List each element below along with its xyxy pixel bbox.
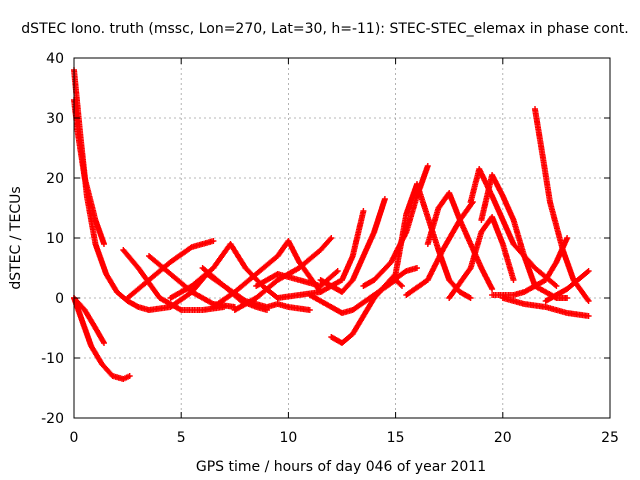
x-tick-label: 20	[494, 430, 512, 446]
series-markers	[478, 172, 571, 301]
chart-title: dSTEC Iono. truth (mssc, Lon=270, Lat=30…	[21, 21, 628, 37]
data-series	[478, 172, 571, 301]
series-markers	[231, 235, 335, 313]
data-series	[231, 235, 335, 313]
data-series	[120, 247, 228, 313]
plot-frame	[73, 57, 611, 419]
series-markers	[542, 268, 592, 304]
data-series	[446, 214, 517, 301]
axis-ticks: 0 5 10 15 20 25 -20 -10 0 10 20 30 40	[41, 51, 619, 446]
x-axis-label: GPS time / hours of day 046 of year 2011	[196, 459, 486, 475]
data-series	[317, 196, 388, 295]
y-tick-label: 40	[46, 51, 64, 67]
data-series	[274, 208, 367, 301]
x-tick-label: 25	[601, 430, 619, 446]
data-series	[210, 238, 324, 310]
y-tick-label: 30	[46, 111, 64, 127]
data-series	[542, 268, 592, 304]
grid	[74, 58, 610, 418]
x-tick-label: 10	[279, 430, 297, 446]
series-markers	[210, 238, 324, 310]
y-tick-label: 0	[55, 291, 64, 307]
x-tick-label: 0	[70, 430, 79, 446]
series-markers	[317, 196, 388, 295]
series-markers	[446, 214, 517, 301]
y-tick-label: 10	[46, 231, 64, 247]
x-tick-label: 15	[387, 430, 405, 446]
y-tick-label: -20	[41, 411, 64, 427]
data-series	[499, 295, 592, 319]
series-markers	[71, 67, 152, 313]
data-series	[71, 67, 152, 313]
series-markers	[424, 190, 496, 292]
data-layer	[71, 67, 592, 382]
x-tick-label: 5	[177, 430, 186, 446]
data-series	[424, 190, 496, 292]
y-tick-label: -10	[41, 351, 64, 367]
y-axis-label: dSTEC / TECUs	[8, 186, 24, 289]
y-tick-label: 20	[46, 171, 64, 187]
series-markers	[274, 208, 367, 301]
series-markers	[499, 295, 592, 319]
series-markers	[120, 247, 228, 313]
